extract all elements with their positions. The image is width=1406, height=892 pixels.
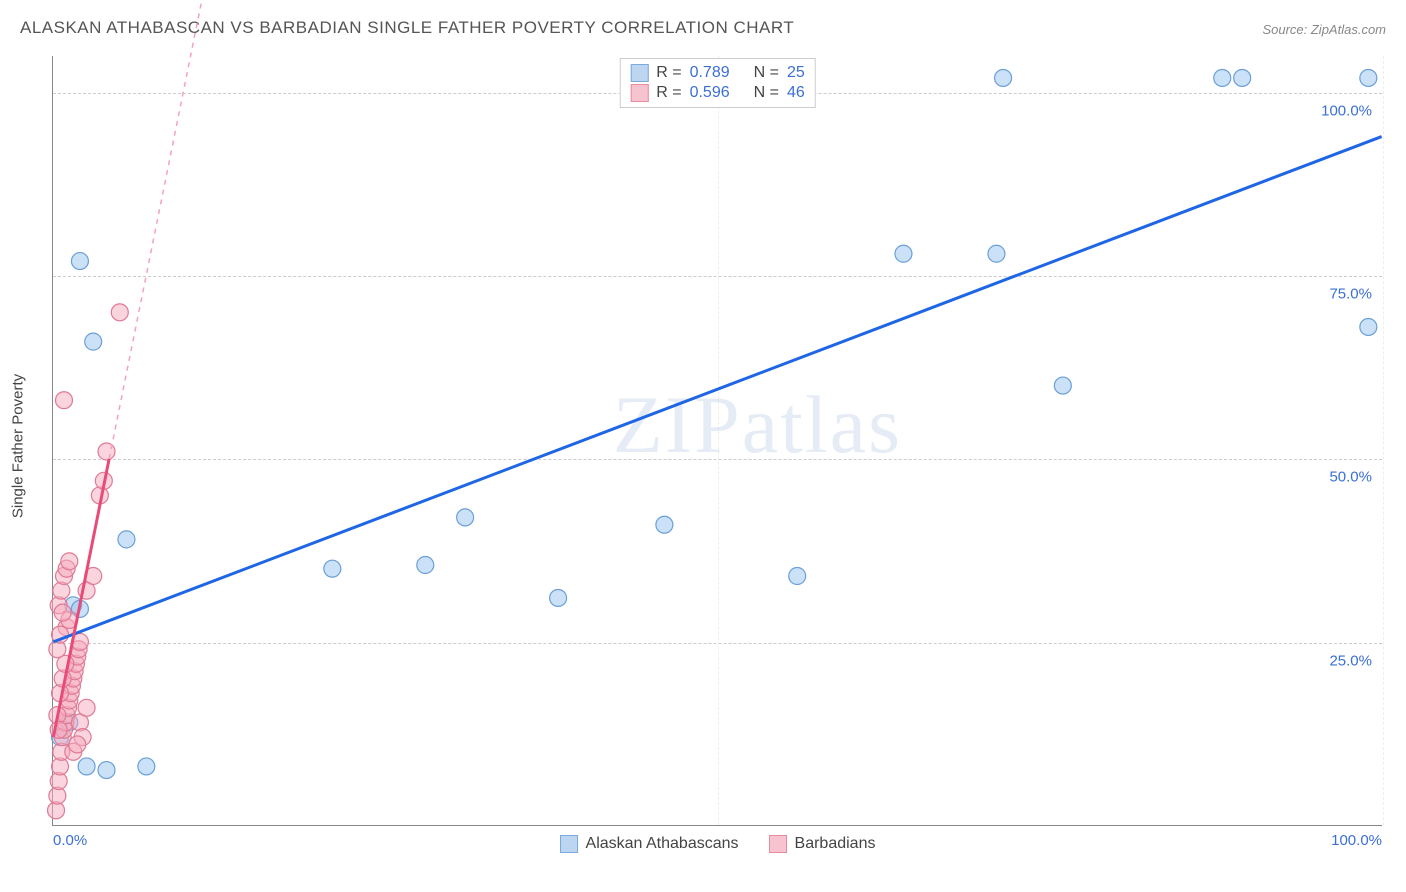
x-tick-max: 100.0% xyxy=(1331,832,1382,849)
legend-series: Alaskan Athabascans Barbadians xyxy=(560,835,876,853)
data-point xyxy=(1214,69,1231,86)
data-point xyxy=(988,245,1005,262)
legend-swatch xyxy=(630,64,648,82)
legend-swatch xyxy=(630,84,648,102)
data-point xyxy=(85,333,102,350)
x-tick-min: 0.0% xyxy=(53,832,87,849)
data-point xyxy=(118,531,135,548)
data-point xyxy=(56,392,73,409)
trend-line xyxy=(53,137,1381,642)
data-point xyxy=(111,304,128,321)
r-label: R = xyxy=(656,64,681,82)
r-label: R = xyxy=(656,84,681,102)
data-point xyxy=(457,509,474,526)
scatter-plot-svg xyxy=(53,56,1382,825)
legend-row: R = 0.596 N = 46 xyxy=(630,83,805,103)
data-point xyxy=(71,253,88,270)
data-point xyxy=(61,553,78,570)
data-point xyxy=(69,736,86,753)
data-point xyxy=(138,758,155,775)
legend-row: R = 0.789 N = 25 xyxy=(630,63,805,83)
data-point xyxy=(1360,69,1377,86)
data-point xyxy=(49,641,66,658)
n-label: N = xyxy=(754,64,779,82)
data-point xyxy=(789,568,806,585)
data-point xyxy=(98,762,115,779)
r-value: 0.596 xyxy=(690,84,730,102)
data-point xyxy=(550,589,567,606)
legend-swatch xyxy=(560,835,578,853)
r-value: 0.789 xyxy=(690,64,730,82)
legend-label: Barbadians xyxy=(795,835,876,853)
data-point xyxy=(78,699,95,716)
n-value: 46 xyxy=(787,84,805,102)
data-point xyxy=(995,69,1012,86)
data-point xyxy=(54,604,71,621)
chart-container: ALASKAN ATHABASCAN VS BARBADIAN SINGLE F… xyxy=(0,0,1406,892)
data-point xyxy=(895,245,912,262)
legend-correlation: R = 0.789 N = 25 R = 0.596 N = 46 xyxy=(619,58,816,108)
data-point xyxy=(78,758,95,775)
chart-title: ALASKAN ATHABASCAN VS BARBADIAN SINGLE F… xyxy=(20,18,794,38)
legend-item: Barbadians xyxy=(769,835,876,853)
data-point xyxy=(324,560,341,577)
trend-line xyxy=(109,0,213,459)
data-point xyxy=(656,516,673,533)
legend-swatch xyxy=(769,835,787,853)
data-point xyxy=(1360,318,1377,335)
n-value: 25 xyxy=(787,64,805,82)
source-attribution: Source: ZipAtlas.com xyxy=(1262,22,1386,37)
n-label: N = xyxy=(754,84,779,102)
legend-item: Alaskan Athabascans xyxy=(560,835,739,853)
data-point xyxy=(1054,377,1071,394)
plot-area: ZIPatlas R =0.789N =25R =0.596N =46 0.0%… xyxy=(52,56,1382,826)
data-point xyxy=(1234,69,1251,86)
y-axis-label: Single Father Poverty xyxy=(10,374,27,518)
gridline-vertical xyxy=(1383,56,1384,825)
data-point xyxy=(53,582,70,599)
legend-label: Alaskan Athabascans xyxy=(586,835,739,853)
data-point xyxy=(417,557,434,574)
